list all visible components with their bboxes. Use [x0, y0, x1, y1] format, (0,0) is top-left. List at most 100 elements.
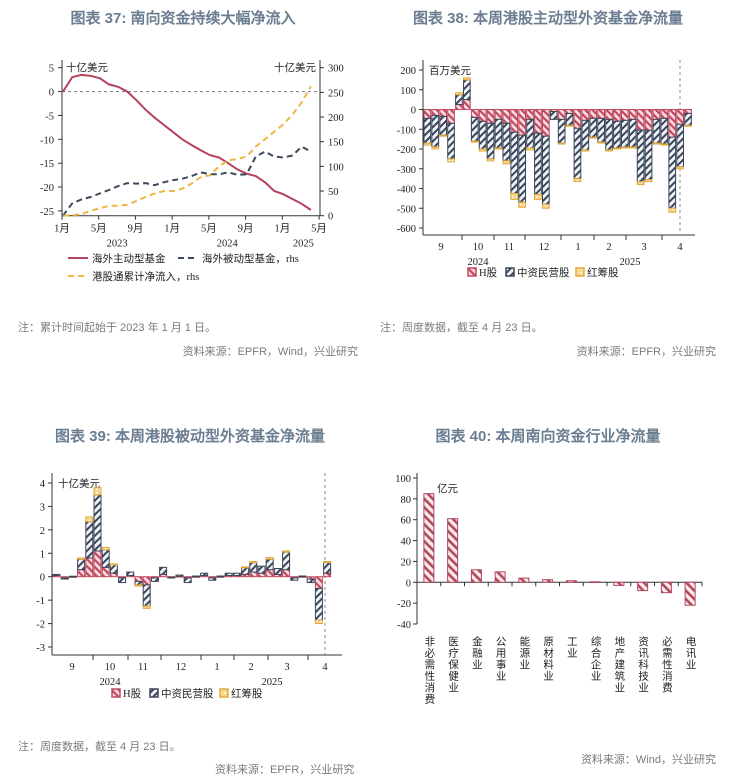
chart-39-source: 资料来源：EPFR，兴业研究 [215, 764, 355, 776]
bar-10 [637, 581, 649, 592]
chart-37-source: 资料来源：EPFR，Wind，兴业研究 [182, 346, 358, 358]
y-tick-label: -20 [397, 599, 411, 610]
category-label: 原材料业 [542, 636, 553, 682]
bar-mainland-private [323, 562, 332, 574]
bar-h-share [431, 109, 440, 116]
category-label: 能源业 [518, 635, 529, 670]
month-label: 10 [473, 242, 484, 253]
x-tick-label: 9月 [238, 223, 254, 235]
bar-h-share [644, 109, 653, 131]
legend-swatch [219, 688, 229, 698]
y-tick-label-left: -15 [40, 159, 54, 170]
month-label: 12 [176, 662, 187, 673]
legend-label: 海外主动型基金 [92, 252, 166, 265]
series-line-1 [62, 73, 312, 211]
bar-mainland-private [557, 118, 566, 144]
bar-mainland-private [613, 120, 621, 149]
bar-red-chip [628, 146, 637, 149]
bar-h-share [93, 550, 102, 578]
legend-label: 红筹股 [587, 266, 619, 279]
bar-2 [447, 518, 459, 583]
chart-37-note: 注：累计时间起始于 2023 年 1 月 1 日。 [18, 322, 217, 334]
y-tick-label: -1 [36, 596, 45, 607]
bar-red-chip [77, 557, 86, 560]
bar-11 [660, 581, 672, 594]
y-tick-label: 0 [40, 573, 45, 584]
bar-mainland-private [660, 117, 669, 145]
year-label: 2024 [217, 239, 239, 250]
bar-mainland-private [101, 549, 110, 568]
unit-label: 百万美元 [429, 64, 471, 77]
y-tick-label: 4 [40, 479, 46, 490]
category-label: 必需性消费 [661, 635, 672, 693]
bar-red-chip [668, 207, 677, 213]
bar-h-share [134, 576, 143, 582]
y-tick-label: 0 [411, 106, 416, 117]
y-tick-label: -500 [397, 204, 416, 215]
year-label: 2025 [262, 677, 283, 688]
bar-6 [542, 579, 554, 583]
bar-red-chip [249, 560, 258, 564]
bar-red-chip [510, 192, 519, 200]
bar-h-share [265, 569, 274, 578]
bar-red-chip [589, 136, 598, 139]
bar-mainland-private [549, 110, 558, 120]
bar-h-share [486, 109, 495, 124]
y-tick-label-right: 100 [328, 162, 344, 173]
bar-mainland-private [439, 115, 447, 136]
bar-mainland-private [314, 587, 323, 621]
bar-mainland-private [208, 577, 217, 581]
chart-38-source: 资料来源：EPFR，兴业研究 [576, 346, 716, 358]
bar-red-chip [644, 179, 653, 183]
x-tick-label: 5月 [201, 223, 217, 235]
x-tick-label: 1月 [164, 223, 180, 235]
bar-red-chip [636, 181, 645, 186]
bar-mainland-private [118, 577, 127, 584]
bar-red-chip [282, 550, 291, 553]
bar-mainland-private [455, 94, 463, 106]
y-tick-label-right: 200 [328, 113, 344, 124]
bar-red-chip [241, 566, 250, 569]
bar-mainland-private [510, 131, 519, 194]
bar-mainland-private [581, 119, 590, 151]
bar-h-share [684, 109, 692, 114]
bar-mainland-private [463, 79, 471, 101]
bar-h-share [565, 109, 574, 114]
bar-mainland-private [200, 572, 209, 577]
bar-red-chip [423, 142, 432, 146]
bar-h-share [581, 109, 590, 121]
bar-mainland-private [273, 568, 282, 575]
series-line-3 [62, 85, 312, 217]
bar-mainland-private [668, 136, 677, 209]
bar-red-chip [447, 158, 455, 163]
legend-swatch [467, 267, 477, 277]
legend-swatch [111, 688, 121, 698]
month-label: 12 [539, 242, 550, 253]
bar-mainland-private [265, 558, 274, 571]
bar-h-share [447, 109, 455, 124]
legend-label: 海外被动型基金，rhs [202, 252, 299, 265]
year-label: 2024 [468, 257, 490, 268]
bar-red-chip [463, 77, 471, 81]
bar-3 [470, 569, 482, 583]
unit-label-right: 十亿美元 [274, 61, 316, 74]
category-label: 资讯科技业 [637, 636, 648, 694]
y-tick-label-left: 5 [49, 64, 54, 75]
y-tick-label: -200 [397, 145, 416, 156]
bar-mainland-private [644, 129, 653, 181]
bar-red-chip [518, 201, 526, 208]
month-label: 3 [284, 662, 289, 673]
bar-h-share [463, 99, 471, 110]
unit-label: 亿元 [437, 482, 458, 495]
month-label: 4 [322, 662, 328, 673]
bar-red-chip [660, 143, 669, 146]
month-label: 10 [105, 662, 116, 673]
bar-mainland-private [68, 575, 77, 578]
month-label: 1 [214, 662, 219, 673]
bar-mainland-private [542, 135, 550, 205]
y-tick-label: 1 [40, 549, 45, 560]
bar-h-share [676, 109, 684, 125]
bar-mainland-private [109, 564, 118, 574]
